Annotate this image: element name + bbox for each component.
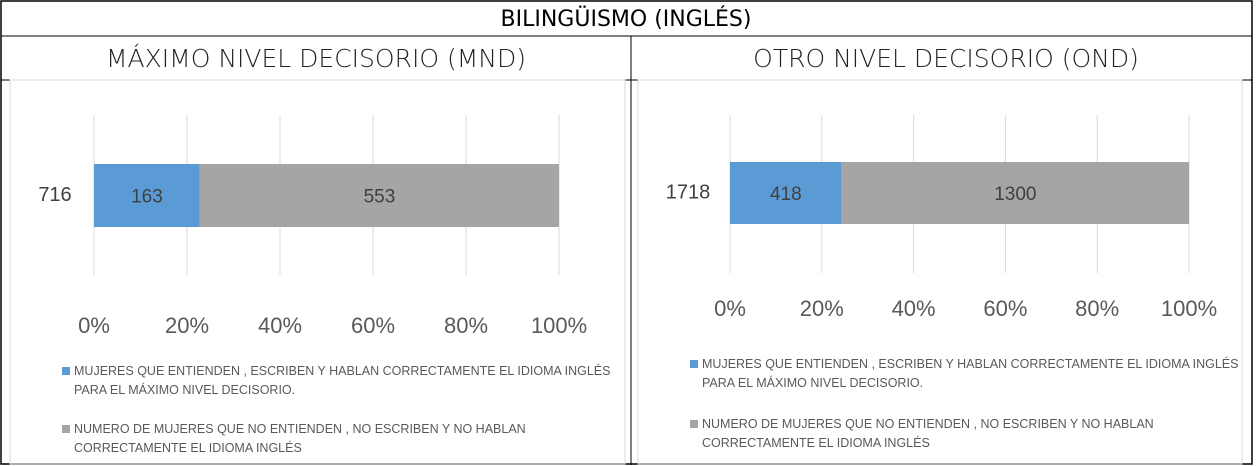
legend-label: NUMERO DE MUJERES QUE NO ENTIENDEN , NO …	[74, 422, 526, 455]
chart-subtitle: MÁXIMO NIVEL DECISORIO (MND)	[106, 44, 526, 73]
bar-segment	[730, 162, 842, 224]
legend-label: MUJERES QUE ENTIENDEN , ESCRIBEN Y HABLA…	[702, 357, 1239, 390]
legend-swatch	[62, 367, 70, 375]
category-label: 716	[38, 184, 71, 206]
x-tick-label: 100%	[1161, 296, 1217, 321]
x-tick-label: 100%	[531, 313, 587, 338]
chart-subtitle: OTRO NIVEL DECISORIO (OND)	[753, 44, 1139, 73]
x-tick-label: 80%	[1075, 296, 1119, 321]
bar-segment	[199, 164, 559, 227]
legend-label: MUJERES QUE ENTIENDEN , ESCRIBEN Y HABLA…	[74, 364, 611, 397]
legend-entry: MUJERES QUE ENTIENDEN , ESCRIBEN Y HABLA…	[62, 362, 614, 400]
legend-swatch	[690, 420, 698, 428]
x-tick-label: 60%	[351, 313, 395, 338]
legend-entry: MUJERES QUE ENTIENDEN , ESCRIBEN Y HABLA…	[690, 355, 1242, 393]
legend-label: NUMERO DE MUJERES QUE NO ENTIENDEN , NO …	[702, 417, 1154, 450]
data-label: 1300	[994, 184, 1036, 205]
x-tick-label: 0%	[714, 296, 746, 321]
x-tick-label: 40%	[892, 296, 936, 321]
chart-frame	[637, 79, 1243, 465]
category-label: 1718	[666, 181, 711, 203]
x-tick-label: 20%	[800, 296, 844, 321]
data-label: 553	[364, 187, 396, 208]
legend-entry: NUMERO DE MUJERES QUE NO ENTIENDEN , NO …	[62, 420, 614, 458]
page-title: BILINGÜISMO (INGLÉS)	[501, 6, 752, 32]
x-tick-label: 60%	[983, 296, 1027, 321]
bar-segment	[94, 164, 200, 227]
bar-segment	[841, 162, 1189, 224]
legend-swatch	[62, 425, 70, 433]
data-label: 418	[770, 184, 802, 205]
x-tick-label: 20%	[165, 313, 209, 338]
legend-swatch	[690, 360, 698, 368]
x-tick-label: 80%	[444, 313, 488, 338]
x-tick-label: 0%	[78, 313, 110, 338]
legend-entry: NUMERO DE MUJERES QUE NO ENTIENDEN , NO …	[690, 415, 1242, 453]
chart-frame	[9, 79, 626, 465]
x-tick-label: 40%	[258, 313, 302, 338]
data-label: 163	[131, 187, 163, 208]
